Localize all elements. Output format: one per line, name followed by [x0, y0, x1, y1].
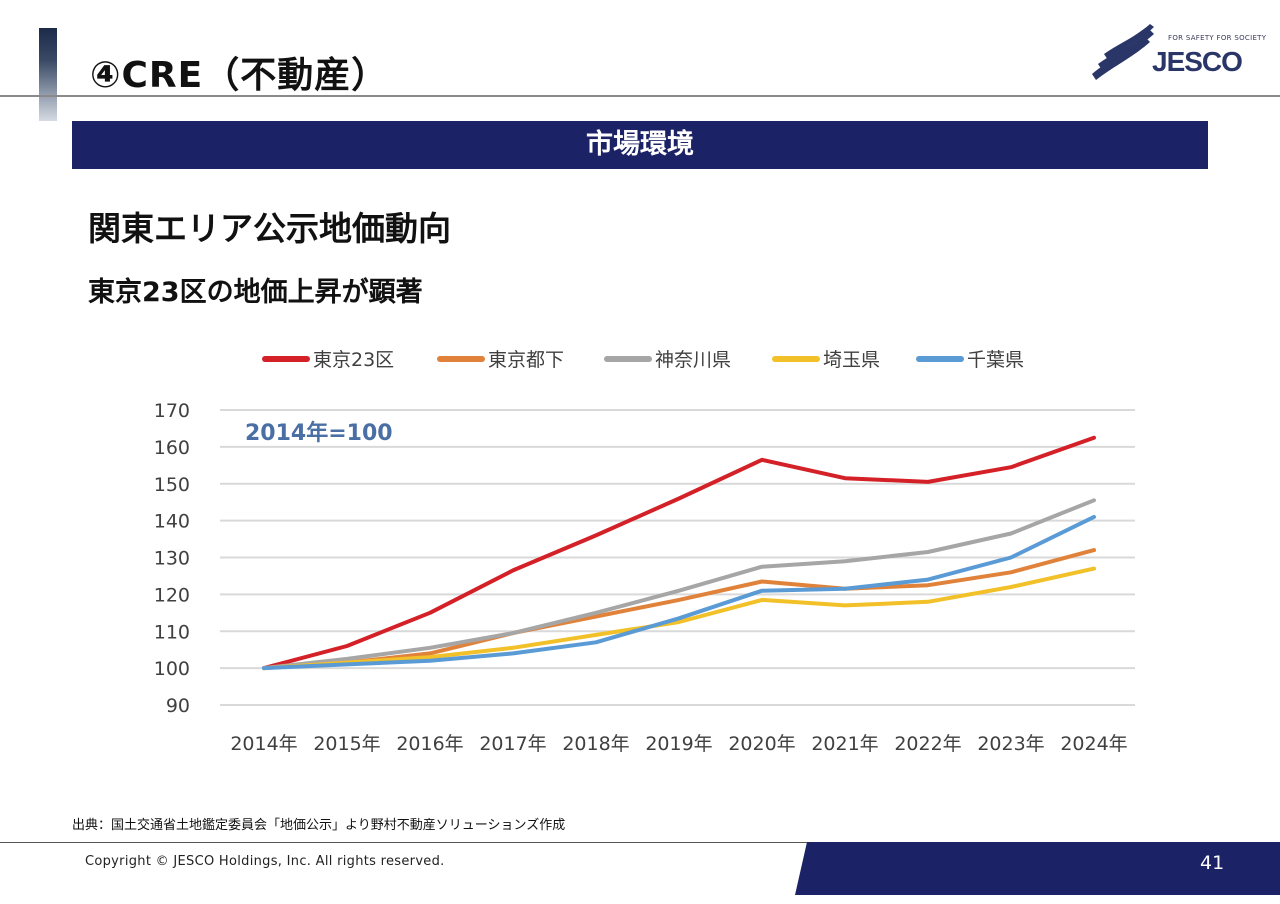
chart-subheadline: 東京23区の地価上昇が顕著 [88, 277, 423, 308]
series-line [262, 514, 1096, 671]
page-title: ④CRE（不動産） [90, 55, 389, 96]
chart-annotation: 2014年=100 [245, 420, 393, 446]
y-tick-label: 170 [154, 400, 190, 422]
title-accent-bar [39, 28, 57, 121]
source-note: 出典：国土交通省土地鑑定委員会「地価公示」より野村不動産ソリューションズ作成 [72, 818, 566, 833]
x-tick-label: 2018年 [562, 733, 629, 755]
legend-label: 埼玉県 [823, 349, 880, 371]
chart-headline: 関東エリア公示地価動向 [88, 209, 451, 248]
land-price-line-chart: 90 100 110 120 130 140 150 160 170 2014年 2015年 2016… [154, 349, 1135, 755]
legend-label: 神奈川県 [655, 349, 731, 371]
logo-tagline: FOR SAFETY FOR SOCIETY [1168, 34, 1267, 42]
y-tick-label: 110 [154, 621, 190, 643]
x-tick-label: 2015年 [313, 733, 380, 755]
legend-label: 千葉県 [967, 349, 1024, 371]
x-tick-label: 2014年 [230, 733, 297, 755]
x-tick-label: 2024年 [1060, 733, 1127, 755]
footer-divider [0, 842, 1280, 843]
legend-label: 東京23区 [313, 349, 394, 371]
legend-label: 東京都下 [488, 349, 564, 371]
y-tick-label: 160 [154, 437, 190, 459]
y-tick-label: 120 [154, 584, 190, 606]
x-tick-label: 2020年 [728, 733, 795, 755]
jesco-logo-icon [1092, 24, 1154, 80]
x-tick-label: 2023年 [977, 733, 1044, 755]
section-banner: 市場環境 [72, 121, 1208, 169]
y-tick-label: 130 [154, 548, 190, 570]
x-tick-label: 2019年 [645, 733, 712, 755]
y-tick-label: 150 [154, 474, 190, 496]
x-tick-label: 2021年 [811, 733, 878, 755]
y-tick-label: 100 [154, 658, 190, 680]
series-line [262, 435, 1096, 671]
title-divider [0, 95, 1280, 97]
y-tick-label: 140 [154, 511, 190, 533]
series-line [262, 498, 1096, 671]
x-tick-label: 2017年 [479, 733, 546, 755]
page-number: 41 [1200, 852, 1225, 874]
copyright-text: Copyright © JESCO Holdings, Inc. All rig… [85, 854, 445, 869]
series-line [262, 548, 1096, 671]
logo-wordmark: JESCO [1152, 46, 1243, 77]
x-tick-label: 2022年 [894, 733, 961, 755]
series-line [262, 566, 1096, 671]
footer-bar [795, 842, 1280, 895]
x-tick-label: 2016年 [396, 733, 463, 755]
y-tick-label: 90 [166, 695, 190, 717]
